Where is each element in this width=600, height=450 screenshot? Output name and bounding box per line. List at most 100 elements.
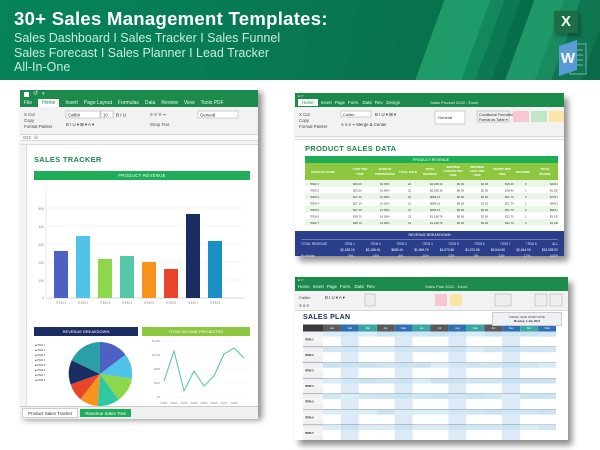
svg-text:■ ITEM 1: ■ ITEM 1 [35, 344, 46, 347]
svg-text:$1,257.17: $1,257.17 [550, 189, 558, 193]
svg-text:$28.70: $28.70 [353, 221, 362, 225]
svg-text:PROFIT PER: PROFIT PER [493, 167, 511, 171]
svg-text:$689.16: $689.16 [430, 208, 441, 212]
svg-text:ITEM 6: ITEM 6 [305, 415, 314, 419]
svg-text:$18.40: $18.40 [505, 182, 514, 186]
svg-text:$2.00: $2.00 [481, 208, 488, 212]
svg-text:$27.10: $27.10 [353, 195, 362, 199]
svg-text:$22.70: $22.70 [505, 221, 514, 225]
svg-text:$800: $800 [154, 367, 160, 371]
svg-text:ITEM 5: ITEM 5 [310, 208, 319, 212]
svg-text:May: May [401, 326, 407, 330]
svg-text:ITEM3: ITEM3 [180, 402, 188, 405]
svg-text:ITEM 4: ITEM 4 [122, 301, 132, 305]
svg-text:TOTAL: TOTAL [540, 167, 550, 171]
svg-text:ITEM 2: ITEM 2 [310, 189, 319, 193]
svg-text:10: 10 [103, 113, 108, 118]
svg-text:ITEM7: ITEM7 [220, 402, 228, 405]
svg-text:INCOME: INCOME [539, 172, 551, 176]
svg-text:$21.70: $21.70 [505, 208, 514, 212]
svg-text:$475.40: $475.40 [550, 195, 558, 199]
svg-text:Format Painter: Format Painter [24, 124, 53, 129]
svg-text:ITEM8: ITEM8 [230, 402, 238, 405]
svg-text:$1,400: $1,400 [152, 339, 160, 343]
svg-text:≡ ≡ ≡ 🗕: ≡ ≡ ≡ 🗕 [150, 112, 167, 118]
svg-text:$27.10: $27.10 [353, 202, 362, 206]
svg-text:W: W [561, 50, 576, 67]
svg-text:ITEM 1: ITEM 1 [305, 337, 314, 341]
svg-text:PRODUCT REVENUE: PRODUCT REVENUE [413, 158, 450, 162]
svg-text:$27.10: $27.10 [353, 208, 362, 212]
svg-text:200: 200 [38, 261, 44, 265]
svg-text:$6.00: $6.00 [457, 202, 464, 206]
svg-text:TOTAL SOLD: TOTAL SOLD [399, 170, 417, 174]
svg-text:ITEM 2: ITEM 2 [305, 353, 314, 357]
svg-text:ITEM 4: ITEM 4 [305, 384, 314, 388]
svg-text:ITEM 6: ITEM 6 [310, 215, 319, 219]
svg-text:ITEM2: ITEM2 [170, 402, 178, 405]
svg-text:Wrap Text: Wrap Text [150, 122, 170, 127]
svg-text:500: 500 [38, 207, 44, 211]
svg-text:ITEM: ITEM [450, 173, 457, 177]
svg-text:ITEM 5: ITEM 5 [305, 400, 314, 404]
svg-text:Calibri: Calibri [343, 112, 354, 117]
svg-text:1: 1 [525, 202, 527, 206]
svg-text:$1,198.76: $1,198.76 [430, 215, 443, 219]
svg-text:$689.16: $689.16 [430, 202, 441, 206]
svg-text:$22.70: $22.70 [505, 215, 514, 219]
svg-text:$6.00: $6.00 [457, 221, 464, 225]
svg-text:16.00%: 16.00% [380, 221, 390, 225]
svg-text:MARKUP: MARKUP [379, 167, 392, 171]
svg-text:$6.00: $6.00 [457, 208, 464, 212]
svg-text:Copy: Copy [24, 118, 35, 123]
svg-text:Conditional Formatting: Conditional Formatting [479, 113, 515, 117]
svg-text:100: 100 [38, 279, 44, 283]
svg-text:ITEM 7: ITEM 7 [305, 431, 314, 435]
svg-text:400: 400 [38, 225, 44, 229]
svg-text:$6.00: $6.00 [457, 182, 464, 186]
svg-text:B I U ▾ ⊞ ▾: B I U ▾ ⊞ ▾ [375, 112, 396, 117]
svg-text:$21.70: $21.70 [505, 195, 514, 199]
svg-text:X Cut: X Cut [24, 112, 36, 117]
svg-text:Dec: Dec [527, 326, 532, 330]
svg-text:1: 1 [525, 189, 527, 193]
svg-text:ITEM 4: ITEM 4 [310, 202, 319, 206]
svg-text:22: 22 [408, 182, 412, 186]
svg-text:ITEM5: ITEM5 [200, 402, 208, 405]
svg-text:■ ITEM 2: ■ ITEM 2 [35, 349, 46, 352]
svg-text:$21.70: $21.70 [505, 202, 514, 206]
svg-text:RETURNS: RETURNS [516, 170, 530, 174]
svg-text:$689.16: $689.16 [430, 195, 441, 199]
svg-text:■ ITEM 5: ■ ITEM 5 [35, 364, 46, 367]
svg-text:$400: $400 [154, 381, 160, 385]
svg-text:Copy: Copy [299, 118, 310, 123]
svg-text:ITEM: ITEM [474, 173, 481, 177]
svg-text:Feb: Feb [348, 326, 353, 330]
svg-text:300: 300 [38, 243, 44, 247]
svg-text:16.00%: 16.00% [380, 215, 390, 219]
svg-text:Apr: Apr [384, 326, 388, 330]
svg-text:ITEM 7: ITEM 7 [188, 301, 198, 305]
svg-text:PRODUCT NAME: PRODUCT NAME [311, 170, 335, 174]
svg-text:$1,200: $1,200 [152, 353, 160, 357]
svg-text:$2.00: $2.00 [481, 189, 488, 193]
svg-text:21: 21 [408, 208, 412, 212]
svg-text:$2.00: $2.00 [481, 182, 488, 186]
svg-text:$2,188.16: $2,188.16 [430, 182, 443, 186]
svg-text:ITEM: ITEM [357, 172, 364, 176]
svg-text:COST PER: COST PER [353, 167, 369, 171]
svg-text:Jan: Jan [330, 326, 335, 330]
svg-text:■ ITEM 3: ■ ITEM 3 [35, 354, 46, 357]
svg-text:Aug: Aug [455, 326, 460, 330]
svg-text:$1,198.76: $1,198.76 [430, 221, 443, 225]
svg-text:■ ITEM 4: ■ ITEM 4 [35, 359, 46, 362]
svg-text:Mar: Mar [366, 326, 371, 330]
svg-text:B I U ▾ ⊞ ▾ A ▾: B I U ▾ ⊞ ▾ A ▾ [66, 122, 94, 127]
svg-text:$919.40: $919.40 [550, 208, 558, 212]
svg-text:$6.00: $6.00 [457, 195, 464, 199]
svg-text:$1,199.70: $1,199.70 [550, 221, 558, 225]
svg-text:TOTAL: TOTAL [425, 167, 435, 171]
svg-text:22: 22 [408, 195, 412, 199]
svg-text:General: General [438, 115, 452, 120]
svg-text:ITEM 3: ITEM 3 [100, 301, 110, 305]
